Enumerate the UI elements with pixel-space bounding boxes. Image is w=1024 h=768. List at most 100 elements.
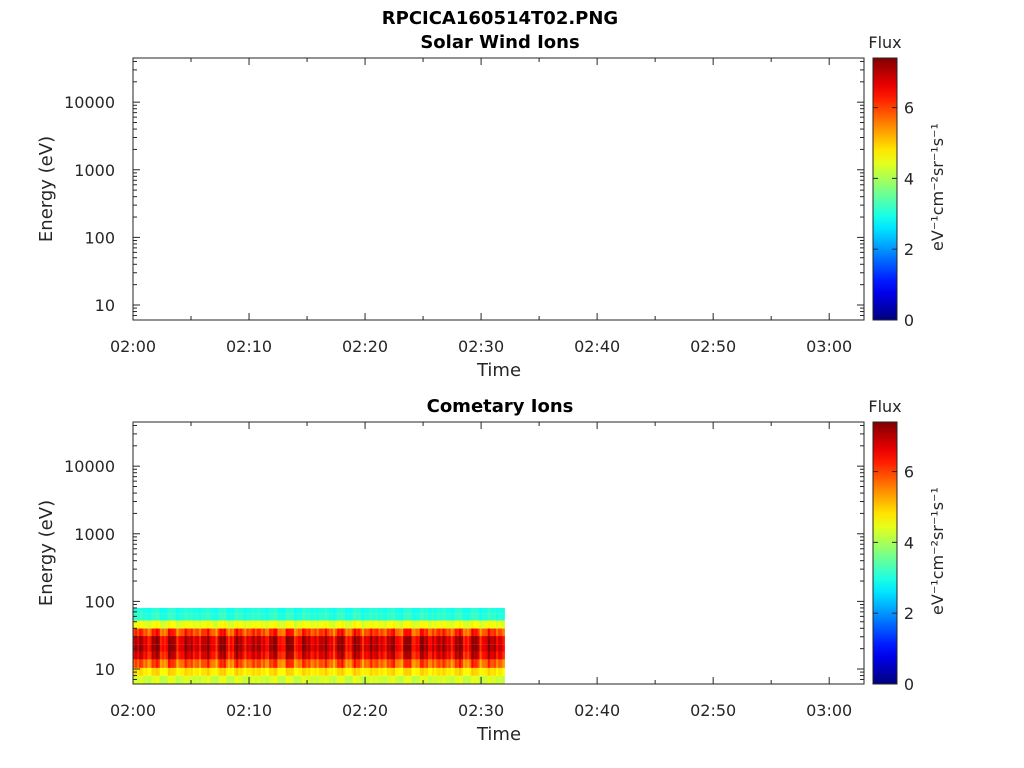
heatmap-cell — [450, 667, 454, 676]
heatmap-cell — [238, 620, 241, 629]
heatmap-cell — [366, 636, 369, 645]
heatmap-cell — [353, 659, 357, 668]
heatmap-cell — [137, 659, 140, 668]
heatmap-cell — [364, 620, 367, 629]
heatmap-cell — [225, 644, 229, 652]
heatmap-cell — [397, 675, 400, 684]
heatmap-cell — [275, 651, 278, 660]
heatmap-cell — [269, 659, 272, 668]
heatmap-cell — [465, 675, 468, 684]
heatmap-cell — [411, 613, 415, 621]
heatmap-cell — [194, 613, 198, 621]
heatmap-cell — [186, 620, 190, 629]
heatmap-cell — [347, 628, 351, 637]
heatmap-cell — [188, 675, 192, 684]
heatmap-cell — [481, 620, 485, 629]
heatmap-cell — [135, 659, 138, 668]
heatmap-cell — [265, 613, 268, 621]
heatmap-cell — [361, 620, 365, 629]
heatmap-cell — [246, 636, 250, 645]
heatmap-cell — [213, 659, 217, 668]
heatmap-cell — [244, 644, 248, 652]
heatmap-cell — [174, 620, 177, 629]
heatmap-cell — [423, 644, 427, 652]
heatmap-cell — [306, 636, 309, 645]
heatmap-cell — [186, 644, 190, 652]
heatmap-cell — [145, 636, 149, 645]
heatmap-cell — [285, 636, 289, 645]
heatmap-cell — [232, 644, 235, 652]
heatmap-cell — [440, 613, 444, 621]
heatmap-cell — [374, 620, 378, 629]
heatmap-cell — [265, 644, 268, 652]
heatmap-cell — [333, 667, 336, 676]
heatmap-cell — [491, 667, 495, 676]
heatmap-cell — [283, 607, 287, 614]
heatmap-cell — [481, 628, 485, 637]
heatmap-cell — [281, 644, 285, 652]
heatmap-cell — [403, 667, 406, 676]
heatmap-cell — [349, 675, 353, 684]
heatmap-cell — [417, 628, 421, 637]
heatmap-cell — [444, 667, 448, 676]
heatmap-cell — [320, 675, 324, 684]
heatmap-cell — [157, 675, 161, 684]
heatmap-cell — [155, 644, 159, 652]
heatmap-cell — [170, 613, 173, 621]
heatmap-cell — [328, 628, 332, 637]
heatmap-cell — [496, 644, 499, 652]
heatmap-cell — [415, 644, 419, 652]
heatmap-cell — [211, 651, 215, 660]
heatmap-cell — [188, 607, 192, 614]
x-tick-label: 02:40 — [574, 337, 620, 356]
heatmap-cell — [320, 628, 324, 637]
heatmap-cell — [217, 675, 221, 684]
heatmap-cell — [271, 628, 274, 637]
heatmap-cell — [267, 675, 270, 684]
heatmap-cell — [304, 607, 307, 614]
heatmap-cell — [388, 613, 392, 621]
heatmap-cell — [277, 628, 281, 637]
heatmap-cell — [442, 659, 446, 668]
heatmap-cell — [153, 651, 157, 660]
heatmap-cell — [232, 636, 235, 645]
heatmap-cell — [491, 675, 495, 684]
heatmap-cell — [209, 651, 212, 660]
heatmap-cell — [248, 620, 252, 629]
heatmap-cell — [333, 607, 336, 614]
heatmap-cell — [314, 667, 318, 676]
heatmap-cell — [463, 675, 466, 684]
y-tick-label: 10 — [95, 296, 115, 315]
heatmap-cell — [460, 620, 464, 629]
heatmap-cell — [489, 628, 493, 637]
heatmap-cell — [409, 659, 413, 668]
heatmap-cell — [298, 667, 301, 676]
heatmap-cell — [153, 675, 157, 684]
heatmap-cell — [475, 667, 479, 676]
heatmap-cell — [215, 620, 219, 629]
heatmap-cell — [207, 667, 210, 676]
heatmap-cell — [500, 607, 503, 614]
heatmap-cell — [254, 667, 258, 676]
heatmap-cell — [279, 675, 283, 684]
heatmap-cell — [223, 644, 227, 652]
heatmap-cell — [304, 644, 307, 652]
heatmap-cell — [141, 644, 144, 652]
heatmap-cell — [353, 607, 357, 614]
heatmap-cell — [366, 651, 369, 660]
heatmap-cell — [485, 613, 489, 621]
heatmap-cell — [397, 659, 400, 668]
heatmap-cell — [341, 644, 344, 652]
heatmap-cell — [314, 613, 318, 621]
heatmap-cell — [159, 620, 163, 629]
heatmap-cell — [390, 644, 394, 652]
heatmap-cell — [320, 659, 324, 668]
heatmap-cell — [199, 636, 202, 645]
heatmap-cell — [448, 651, 452, 660]
heatmap-cell — [376, 659, 380, 668]
heatmap-cell — [496, 607, 499, 614]
heatmap-cell — [232, 628, 235, 637]
heatmap-cell — [380, 613, 384, 621]
heatmap-cell — [147, 667, 151, 676]
heatmap-cell — [318, 675, 322, 684]
